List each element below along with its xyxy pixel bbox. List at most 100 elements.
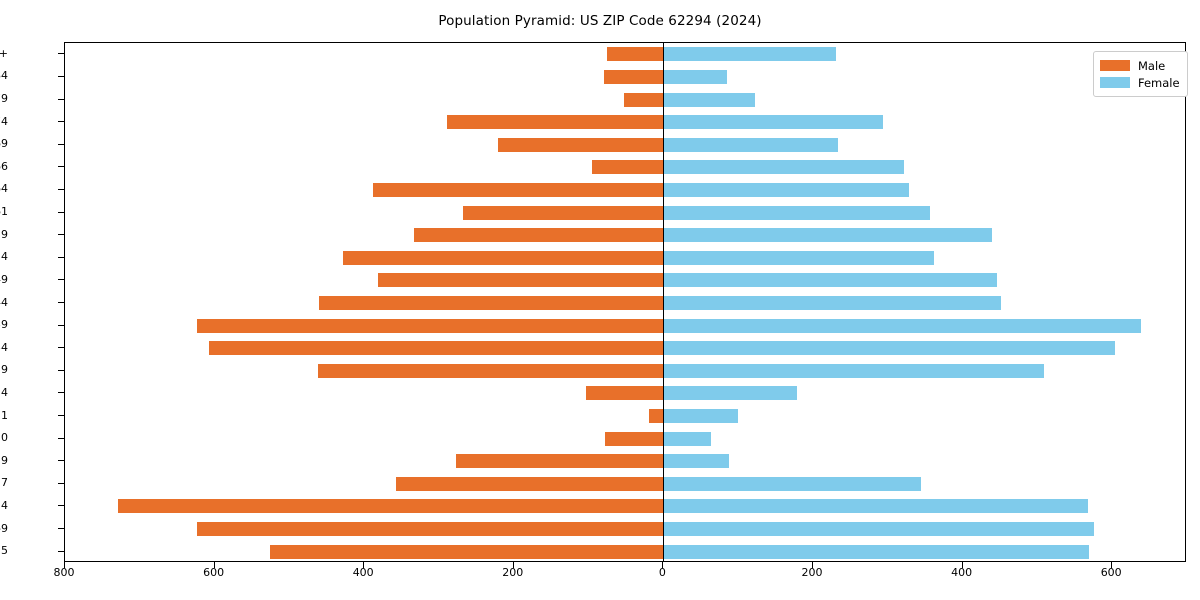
bar-female-5-9[interactable]: [663, 522, 1095, 537]
bar-male-21[interactable]: [649, 409, 664, 424]
chart-legend[interactable]: Male Female: [1093, 51, 1188, 97]
y-tick-mark: [58, 234, 64, 236]
pyramid-row: [65, 205, 1185, 220]
y-tick-mark: [58, 279, 64, 281]
bar-female-45-49[interactable]: [663, 273, 997, 288]
y-tick-mark: [58, 256, 64, 258]
bar-male-75-79[interactable]: [623, 92, 664, 107]
legend-item-male[interactable]: Male: [1100, 57, 1180, 74]
bar-female-20[interactable]: [663, 431, 711, 446]
bar-male-22-24[interactable]: [586, 386, 664, 401]
bar-male-50-54[interactable]: [343, 250, 664, 265]
pyramid-row: [65, 544, 1185, 559]
bar-female-30-34[interactable]: [663, 341, 1116, 356]
bar-female-40-44[interactable]: [663, 295, 1001, 310]
y-tick-label-40-44: 40-44: [0, 295, 8, 309]
bar-female-62-64[interactable]: [663, 182, 910, 197]
bar-male-under-5[interactable]: [269, 544, 664, 559]
x-tick-label-4: 0: [658, 566, 666, 579]
bar-male-67-69[interactable]: [498, 137, 664, 152]
legend-item-female[interactable]: Female: [1100, 74, 1180, 91]
y-tick-mark: [58, 347, 64, 349]
bar-female-22-24[interactable]: [663, 386, 797, 401]
bar-female-50-54[interactable]: [663, 250, 935, 265]
y-tick-label-5-9: 5-9: [0, 521, 8, 535]
x-tick-label-0: 800: [53, 566, 75, 579]
x-tick-mark: [1111, 562, 1113, 568]
bar-male-80-84[interactable]: [603, 69, 664, 84]
bar-male-60-61[interactable]: [462, 205, 664, 220]
bar-male-65-66[interactable]: [592, 160, 664, 175]
y-tick-label-55-59: 55-59: [0, 227, 8, 241]
bar-female-35-39[interactable]: [663, 318, 1141, 333]
bars-layer: [65, 43, 1185, 561]
y-tick-mark: [58, 211, 64, 213]
bar-female-21[interactable]: [663, 409, 739, 424]
pyramid-row: [65, 522, 1185, 537]
y-tick-mark: [58, 53, 64, 55]
y-tick-label-10-14: 10-14: [0, 498, 8, 512]
y-tick-label-20: 20: [0, 431, 8, 445]
pyramid-row: [65, 295, 1185, 310]
y-tick-mark: [58, 188, 64, 190]
bar-male-35-39[interactable]: [197, 318, 664, 333]
bar-female-70-74[interactable]: [663, 115, 883, 130]
legend-swatch-male: [1100, 60, 1130, 71]
x-tick-mark: [812, 562, 813, 568]
bar-female-25-29[interactable]: [663, 363, 1045, 378]
y-tick-label-15-17: 15-17: [0, 476, 8, 490]
bar-female-under-5[interactable]: [663, 544, 1089, 559]
pyramid-row: [65, 92, 1185, 107]
y-tick-mark: [58, 415, 64, 417]
y-tick-mark: [58, 460, 64, 462]
bar-male-15-17[interactable]: [396, 476, 664, 491]
bar-male-30-34[interactable]: [209, 341, 664, 356]
bar-female-75-79[interactable]: [663, 92, 756, 107]
x-tick-mark: [64, 562, 65, 568]
bar-female-85+[interactable]: [663, 47, 837, 62]
bar-male-70-74[interactable]: [447, 115, 664, 130]
bar-female-15-17[interactable]: [663, 476, 921, 491]
y-tick-label-18-19: 18-19: [0, 453, 8, 467]
x-tick-label-1: 600: [203, 566, 225, 579]
y-tick-mark: [58, 166, 64, 168]
bar-male-62-64[interactable]: [373, 182, 664, 197]
bar-male-25-29[interactable]: [317, 363, 664, 378]
x-tick-label-2: 400: [352, 566, 374, 579]
y-tick-label-50-54: 50-54: [0, 250, 8, 264]
bar-male-85+[interactable]: [607, 47, 664, 62]
pyramid-row: [65, 115, 1185, 130]
pyramid-row: [65, 431, 1185, 446]
x-tick-label-3: 200: [502, 566, 524, 579]
bar-female-55-59[interactable]: [663, 228, 992, 243]
bar-male-40-44[interactable]: [318, 295, 664, 310]
y-tick-label-62-64: 62-64: [0, 182, 8, 196]
pyramid-row: [65, 228, 1185, 243]
y-tick-mark: [58, 143, 64, 145]
y-tick-label-60-61: 60-61: [0, 205, 8, 219]
y-tick-label-35-39: 35-39: [0, 318, 8, 332]
bar-female-18-19[interactable]: [663, 454, 730, 469]
y-tick-mark: [58, 392, 64, 394]
pyramid-row: [65, 499, 1185, 514]
bar-male-20[interactable]: [605, 431, 664, 446]
bar-female-10-14[interactable]: [663, 499, 1088, 514]
y-tick-label-45-49: 45-49: [0, 272, 8, 286]
y-tick-label-65-66: 65-66: [0, 159, 8, 173]
bar-male-45-49[interactable]: [378, 273, 664, 288]
bar-male-18-19[interactable]: [456, 454, 664, 469]
y-tick-label-30-34: 30-34: [0, 340, 8, 354]
x-tick-mark: [512, 562, 514, 568]
y-tick-label-75-79: 75-79: [0, 92, 8, 106]
bar-male-5-9[interactable]: [197, 522, 664, 537]
y-tick-label-67-69: 67-69: [0, 137, 8, 151]
bar-female-80-84[interactable]: [663, 69, 727, 84]
bar-male-10-14[interactable]: [118, 499, 664, 514]
bar-female-67-69[interactable]: [663, 137, 838, 152]
bar-female-60-61[interactable]: [663, 205, 931, 220]
x-tick-mark: [363, 562, 365, 568]
bar-male-55-59[interactable]: [414, 228, 664, 243]
bar-female-65-66[interactable]: [663, 160, 905, 175]
pyramid-row: [65, 341, 1185, 356]
pyramid-row: [65, 454, 1185, 469]
